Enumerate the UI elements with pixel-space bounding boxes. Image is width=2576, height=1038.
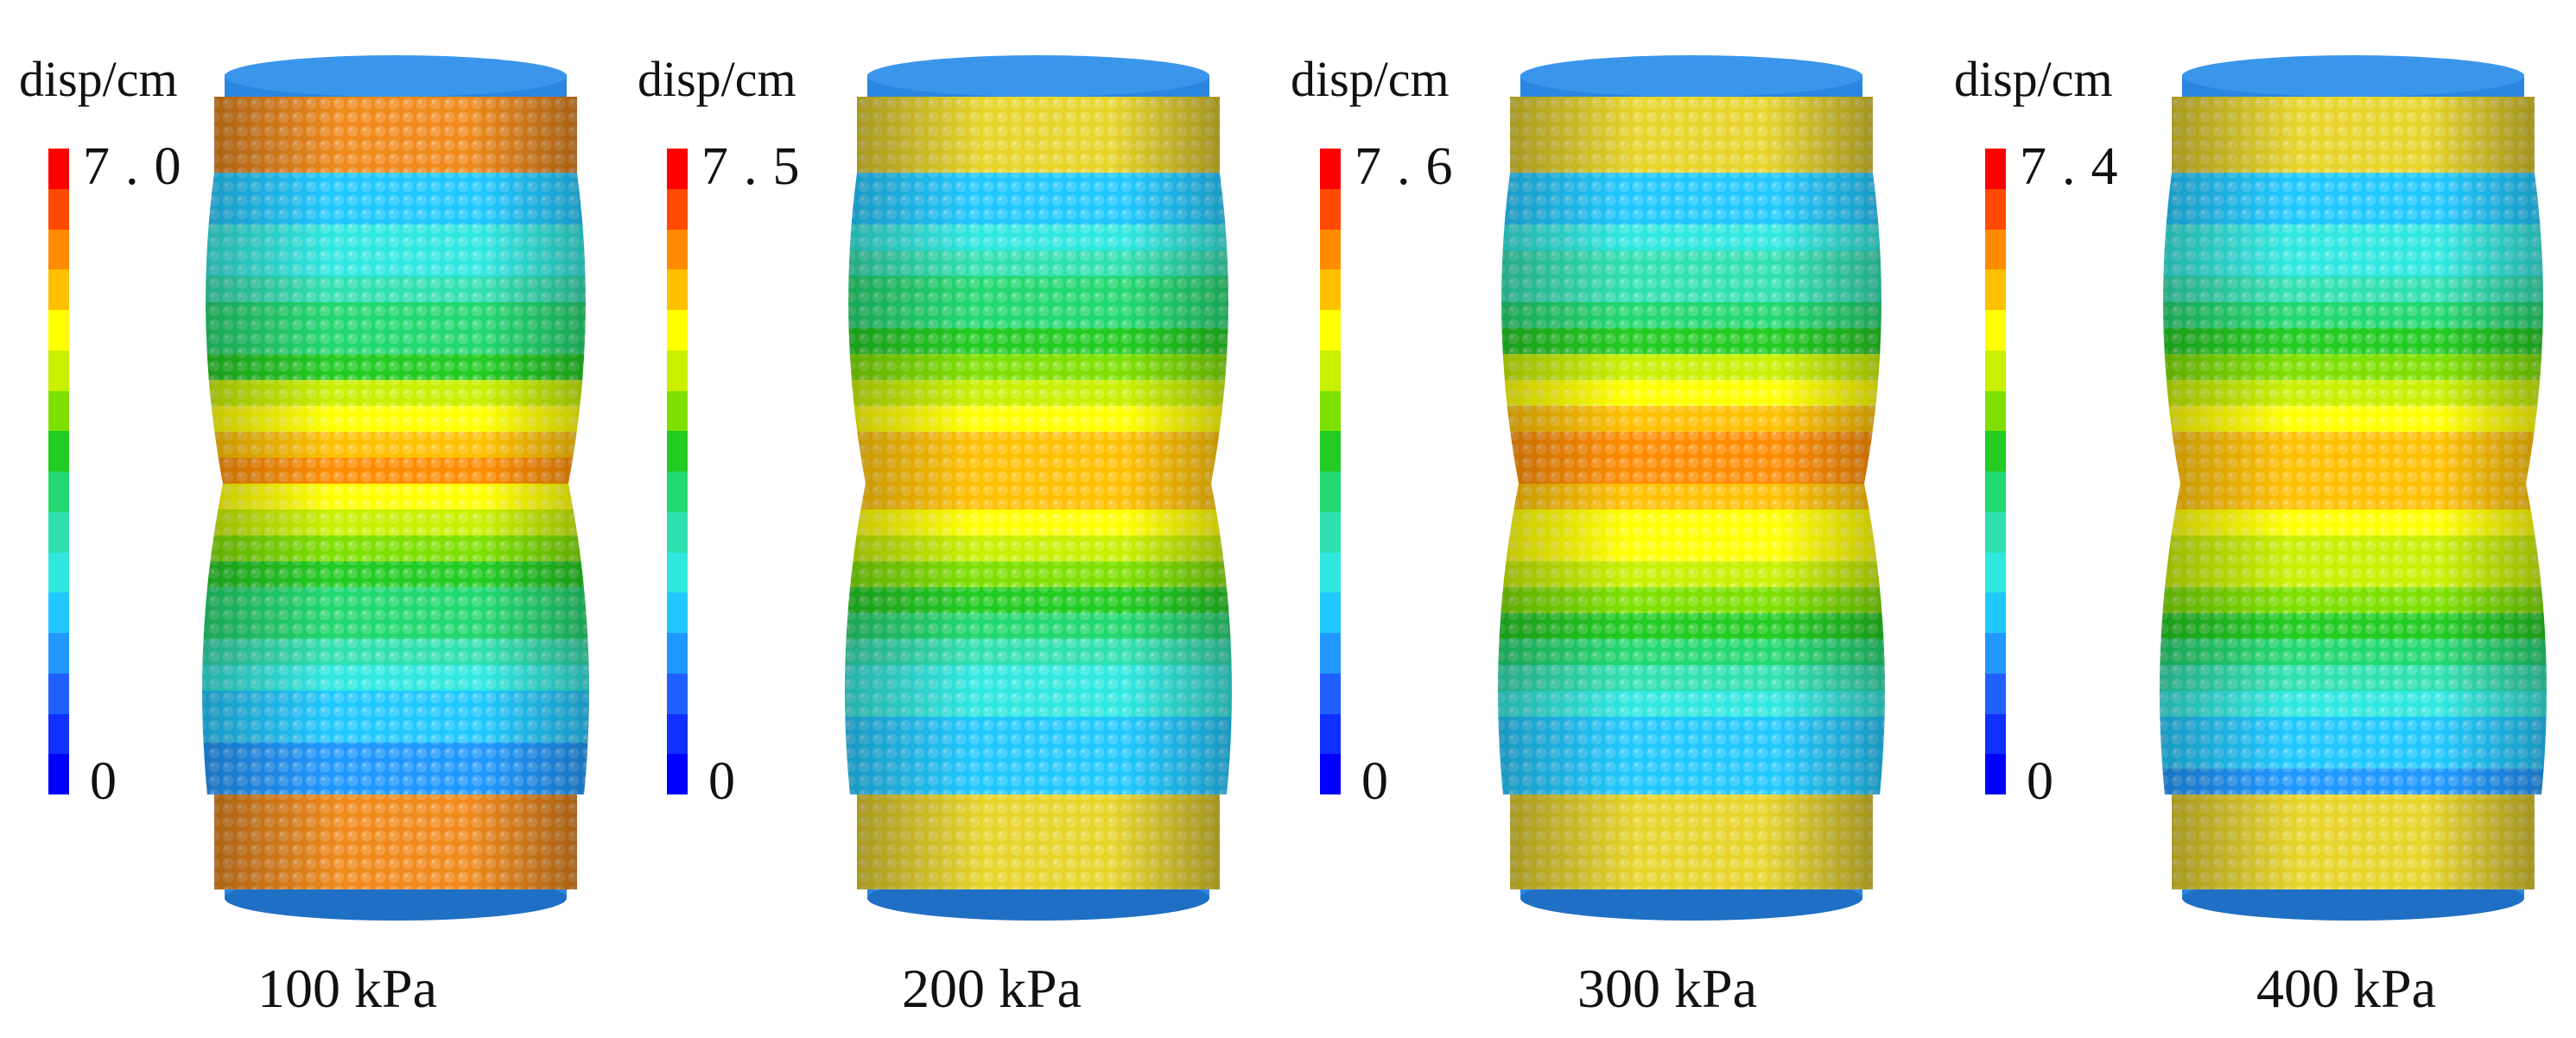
specimen-body: [845, 173, 1232, 794]
colorbar: [48, 149, 69, 794]
colorbar: [1320, 149, 1341, 794]
panel-1: disp/cm 7.0 0 100 kPa: [0, 0, 644, 1038]
specimen-body: [202, 173, 589, 794]
specimen-3: [1498, 55, 1885, 921]
specimen-4: [2160, 55, 2547, 921]
colorbar-title: disp/cm: [19, 51, 178, 107]
colorbar-max-label: 7.5: [701, 137, 815, 196]
specimen-body: [2160, 173, 2547, 794]
colorbar-title: disp/cm: [638, 51, 796, 107]
specimen-body: [1498, 173, 1885, 794]
confining-pressure-label: 100 kPa: [257, 958, 437, 1019]
colorbar-min-label: 0: [2027, 752, 2053, 811]
colorbar: [1985, 149, 2006, 794]
specimen-1: [202, 55, 589, 921]
specimen-2: [845, 55, 1232, 921]
colorbar-max-label: 7.0: [83, 137, 197, 196]
confining-pressure-label: 400 kPa: [2256, 958, 2436, 1019]
bottom-membrane-ring: [2172, 777, 2535, 889]
bottom-membrane-ring: [214, 777, 577, 889]
colorbar: [667, 149, 688, 794]
colorbar-min-label: 0: [90, 752, 117, 811]
colorbar-title: disp/cm: [1954, 51, 2113, 107]
colorbar-min-label: 0: [1361, 752, 1388, 811]
confining-pressure-label: 300 kPa: [1577, 958, 1757, 1019]
colorbar-max-label: 7.6: [1355, 137, 1469, 196]
colorbar-min-label: 0: [708, 752, 735, 811]
colorbar-title: disp/cm: [1291, 51, 1450, 107]
colorbar-max-label: 7.4: [2020, 137, 2134, 196]
panel-3: disp/cm 7.6 0 300 kPa: [0, 0, 1757, 1038]
bottom-membrane-ring: [1510, 777, 1873, 889]
bottom-membrane-ring: [857, 777, 1220, 889]
confining-pressure-label: 200 kPa: [902, 958, 1082, 1019]
panel-2: disp/cm 7.5 0 200 kPa: [0, 0, 1082, 1038]
panel-4: disp/cm 7.4 0 400 kPa: [0, 0, 2436, 1038]
